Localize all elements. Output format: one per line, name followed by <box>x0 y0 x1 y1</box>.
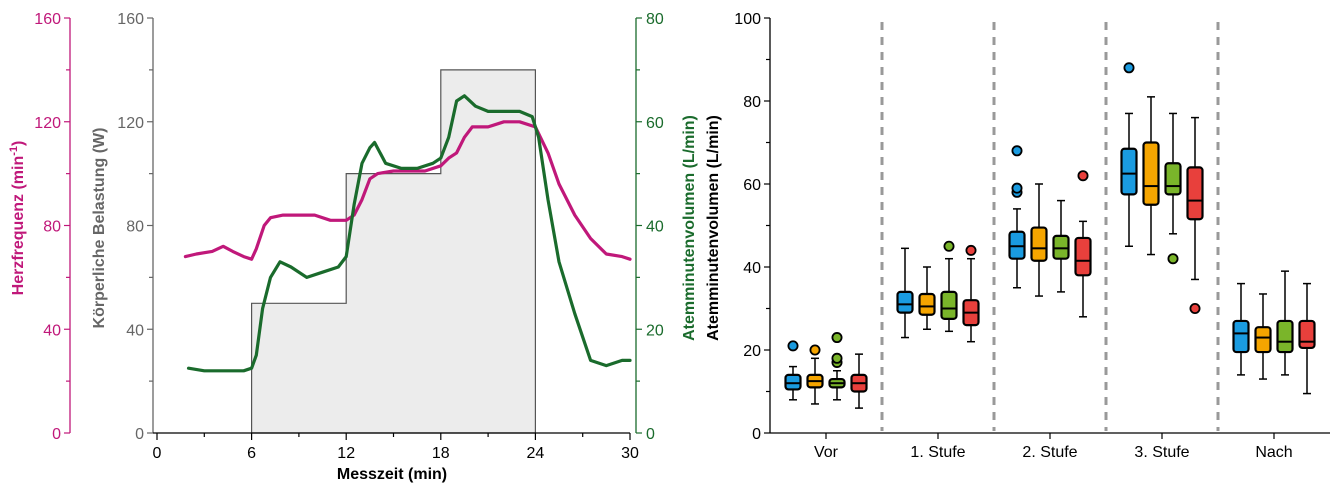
time-axis-label: Messzeit (min) <box>337 466 447 483</box>
boxplot-category-label: Vor <box>814 444 839 461</box>
time-course-axes: 0 40 80 120 160 0 40 80 120 160 0 20 40 60 80 0 6 12 18 24 3… <box>34 11 664 462</box>
box <box>1254 326 1272 354</box>
outlier-point <box>1123 62 1135 74</box>
time-course-series <box>183 94 632 373</box>
ventilation-axis-tick-label: 20 <box>646 322 664 339</box>
boxplot-category-label: Nach <box>1255 444 1292 461</box>
box <box>918 292 936 316</box>
outlier-point <box>1011 145 1023 157</box>
time-axis-tick-label: 0 <box>153 445 162 462</box>
outlier-point <box>943 240 955 252</box>
heart-rate-axis-label: Herzfrequenz (min-1) <box>8 141 27 296</box>
heart-rate-axis-label-main: Herzfrequenz (min <box>10 156 27 296</box>
box <box>1164 162 1182 196</box>
boxplot-category-label: 1. Stufe <box>910 444 965 461</box>
box <box>1120 147 1138 196</box>
box <box>940 290 958 320</box>
boxplot-y-tick-label: 20 <box>743 343 761 360</box>
heart-rate-axis-tick-label: 80 <box>43 219 61 236</box>
boxplot-category-label: 2. Stufe <box>1022 444 1077 461</box>
box <box>784 373 802 391</box>
time-axis-tick-label: 12 <box>337 445 355 462</box>
load-step-area <box>251 69 536 434</box>
load-axis-label: Körperliche Belastung (W) <box>91 128 108 329</box>
boxplot-y-axis-label: Atemminutenvolumen (L/min) <box>705 115 722 341</box>
boxplot-y-tick-label: 60 <box>743 177 761 194</box>
boxplot-y-tick-label: 40 <box>743 260 761 277</box>
time-axis-tick-label: 18 <box>432 445 450 462</box>
outlier-point <box>809 344 821 356</box>
box <box>1232 319 1250 354</box>
heart-rate-axis-label-end: ) <box>10 141 27 146</box>
outlier-point <box>1011 182 1023 194</box>
heart-rate-axis-label-sup: -1 <box>8 146 20 156</box>
outlier-point <box>1167 253 1179 265</box>
ventilation-axis-tick-label: 60 <box>646 115 664 132</box>
box <box>1142 141 1160 206</box>
box <box>1074 236 1092 277</box>
time-axis-tick-label: 24 <box>527 445 545 462</box>
load-axis-tick-label: 160 <box>117 11 144 28</box>
heart-rate-axis-tick-label: 160 <box>34 11 61 28</box>
time-axis-tick-label: 30 <box>621 445 639 462</box>
load-axis-tick-label: 120 <box>117 115 144 132</box>
load-step-shape <box>251 69 536 434</box>
load-axis-tick-label: 40 <box>126 322 144 339</box>
boxplot-y-tick-label: 80 <box>743 94 761 111</box>
heart-rate-axis-tick-label: 120 <box>34 115 61 132</box>
outlier-point <box>831 352 843 364</box>
box <box>1008 230 1026 260</box>
ventilation-boxplot-chart: 0 20 40 60 80 100 Vor 1. Stufe 2. Stufe 3. Stufe N… <box>705 11 1330 461</box>
outlier-point <box>1077 170 1089 182</box>
heart-rate-line <box>183 120 632 261</box>
box <box>1276 319 1294 354</box>
box <box>1030 226 1048 262</box>
boxplot-y-tick-label: 100 <box>734 11 761 28</box>
ventilation-axis-tick-label: 80 <box>646 11 664 28</box>
outlier-point <box>1189 302 1201 314</box>
outlier-point <box>965 244 977 256</box>
box <box>1052 234 1070 260</box>
ventilation-axis-label: Atemminutenvolumen (L/min) <box>681 115 698 341</box>
heart-rate-axis-tick-label: 40 <box>43 322 61 339</box>
time-course-chart: 0 40 80 120 160 0 40 80 120 160 0 20 40 60 80 0 6 12 18 24 3… <box>8 11 698 483</box>
heart-rate-axis-tick-label: 0 <box>52 426 61 443</box>
box <box>1186 166 1204 221</box>
ventilation-line <box>186 94 632 373</box>
boxplot-y-tick-label: 0 <box>752 426 761 443</box>
load-axis-tick-label: 0 <box>135 426 144 443</box>
box <box>1298 319 1316 350</box>
ventilation-axis-tick-label: 0 <box>646 426 655 443</box>
boxplot-boxes <box>784 62 1316 409</box>
boxplot-category-label: 3. Stufe <box>1134 444 1189 461</box>
boxplot-axes: 0 20 40 60 80 100 Vor 1. Stufe 2. Stufe 3. Stufe N… <box>734 11 1330 461</box>
ventilation-axis-tick-label: 40 <box>646 219 664 236</box>
load-axis-tick-label: 80 <box>126 219 144 236</box>
outlier-point <box>787 340 799 352</box>
outlier-point <box>831 332 843 344</box>
time-axis-tick-label: 6 <box>247 445 256 462</box>
box <box>896 290 914 314</box>
